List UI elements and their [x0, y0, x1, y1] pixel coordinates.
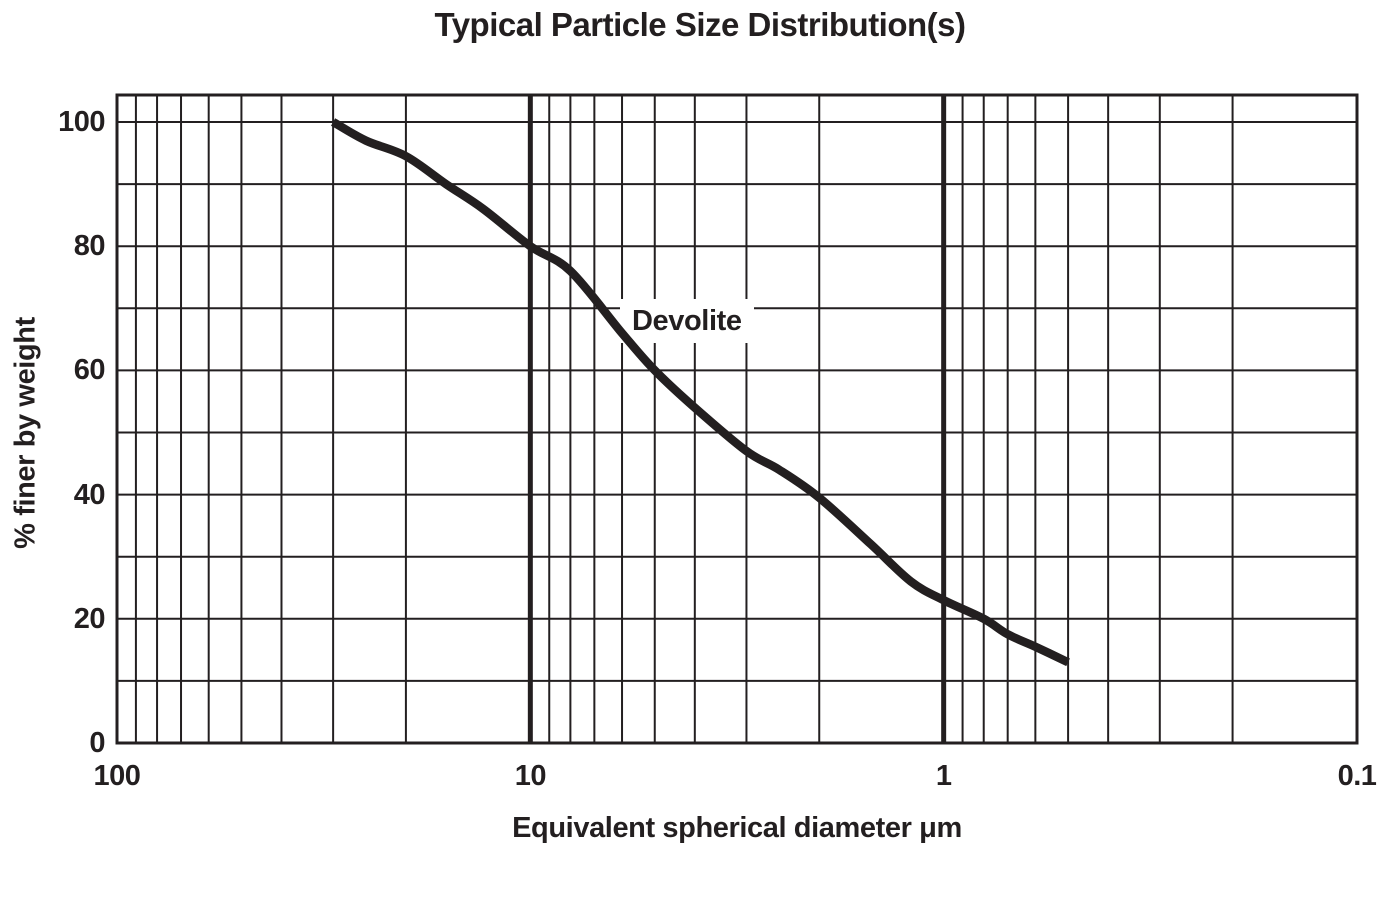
- y-tick-label-100: 100: [58, 106, 105, 138]
- y-tick-label-40: 40: [73, 478, 106, 511]
- y-tick-label-20: 20: [73, 602, 106, 635]
- x-tick-label-0.1: 0.1: [1337, 760, 1377, 792]
- x-tick-label-10: 10: [514, 760, 547, 792]
- x-tick-label-100: 100: [93, 760, 141, 792]
- series-label: Devolite: [619, 298, 754, 343]
- distribution-curve: [330, 118, 1070, 667]
- y-tick-label-80: 80: [73, 230, 106, 263]
- series-label-text: Devolite: [631, 304, 742, 337]
- y-tick-label-0: 0: [89, 727, 105, 759]
- chart-title: Typical Particle Size Distribution(s): [434, 6, 966, 43]
- y-tick-label-60: 60: [73, 354, 106, 387]
- x-tick-label-1: 1: [935, 760, 952, 792]
- x-axis-label: Equivalent spherical diameter μm: [512, 812, 962, 844]
- plot-border: [115, 93, 1359, 745]
- y-axis-label: % finer by weight: [9, 317, 42, 549]
